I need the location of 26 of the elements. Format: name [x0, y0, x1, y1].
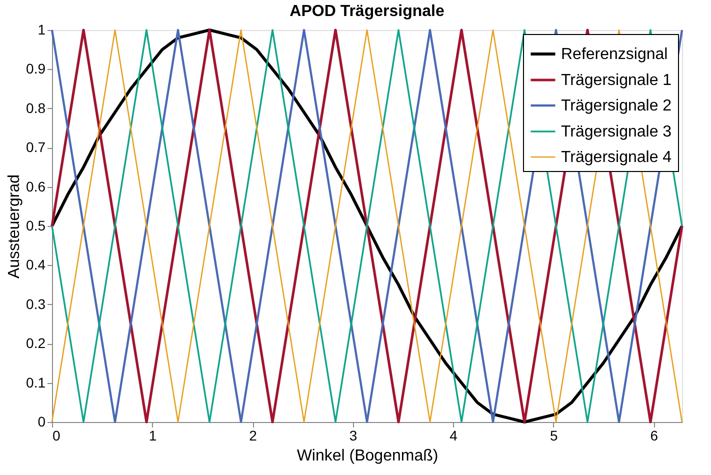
y-tick-label: 0.5: [26, 218, 46, 234]
x-tick-label: 3: [349, 428, 358, 444]
legend-label: Trägersignale 3: [561, 124, 672, 140]
chart-title: APOD Trägersignale: [290, 3, 444, 20]
x-tick-label: 0: [52, 428, 60, 444]
y-axis-title: Aussteuergrad: [6, 174, 24, 279]
y-tick-label: 0.1: [26, 374, 46, 390]
y-tick-label: 1: [38, 22, 46, 38]
y-tick-label: 0.7: [26, 139, 46, 156]
x-tick-label: 1: [148, 428, 157, 444]
legend-label: Trägersignale 2: [561, 98, 672, 114]
x-tick-label: 6: [650, 428, 658, 444]
y-tick-label: 0.2: [26, 335, 46, 352]
legend-label: Trägersignale 4: [561, 149, 672, 166]
y-tick-label: 0: [38, 414, 46, 430]
y-tick-label: 0.8: [26, 100, 46, 116]
x-tick-label: 5: [550, 428, 558, 444]
y-tick-label: 0.4: [26, 256, 46, 273]
legend-label: Referenzsignal: [561, 46, 668, 63]
x-tick-label: 2: [249, 428, 258, 444]
legend-label: Trägersignale 1: [561, 72, 672, 89]
x-axis-title: Winkel (Bogenmaß): [296, 448, 438, 464]
x-tick-label: 4: [450, 428, 458, 444]
y-tick-label: 0.9: [26, 60, 46, 77]
y-tick-label: 0.3: [26, 296, 46, 312]
y-tick-label: 0.6: [26, 178, 46, 194]
